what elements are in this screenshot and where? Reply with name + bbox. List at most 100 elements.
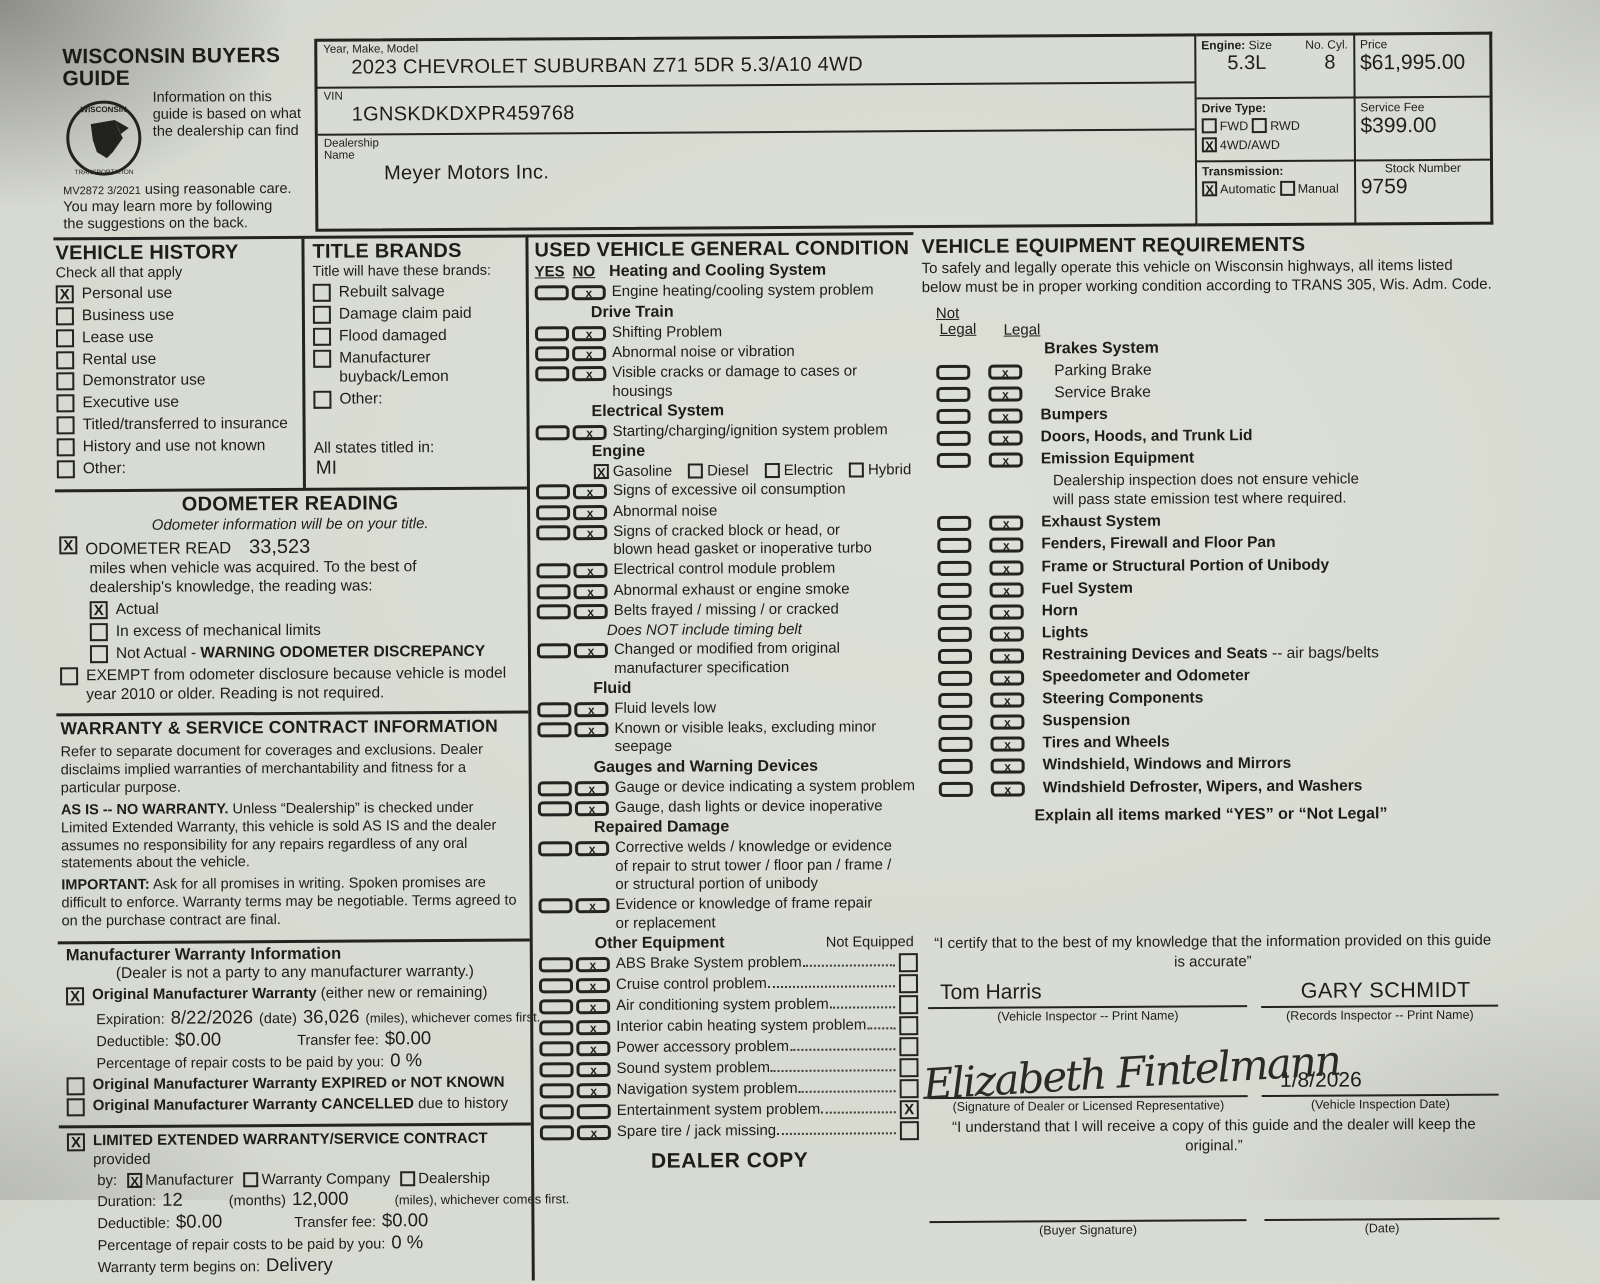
not-legal-checkbox[interactable]	[936, 386, 971, 403]
no-checkbox[interactable]	[576, 998, 611, 1015]
no-checkbox[interactable]	[573, 504, 608, 520]
checkbox[interactable]	[688, 463, 704, 479]
yes-checkbox[interactable]	[534, 325, 570, 342]
no-checkbox[interactable]	[574, 780, 609, 796]
checkbox[interactable]	[89, 623, 108, 642]
no-checkbox[interactable]	[576, 1082, 611, 1099]
yes-checkbox[interactable]	[538, 841, 573, 857]
not-legal-checkbox[interactable]	[938, 781, 973, 797]
legal-checkbox[interactable]	[988, 452, 1023, 468]
not-legal-checkbox[interactable]	[938, 692, 973, 709]
no-checkbox[interactable]	[575, 977, 611, 994]
yes-checkbox[interactable]	[537, 722, 572, 738]
no-checkbox[interactable]	[576, 1061, 611, 1078]
no-checkbox[interactable]	[576, 1103, 611, 1120]
no-checkbox[interactable]	[574, 701, 609, 718]
yes-checkbox[interactable]	[534, 285, 569, 301]
yes-checkbox[interactable]	[536, 563, 571, 579]
no-checkbox[interactable]	[573, 524, 608, 541]
not-equipped-checkbox[interactable]	[899, 994, 919, 1015]
not-legal-checkbox[interactable]	[936, 453, 971, 469]
not-legal-checkbox[interactable]	[937, 648, 973, 664]
yes-checkbox[interactable]	[539, 1020, 574, 1036]
checkbox[interactable]	[312, 305, 331, 324]
not-equipped-checkbox[interactable]	[899, 1036, 919, 1057]
no-checkbox[interactable]	[573, 583, 608, 599]
not-legal-checkbox[interactable]	[938, 715, 973, 731]
yes-checkbox[interactable]	[539, 1104, 574, 1120]
no-checkbox[interactable]	[572, 424, 607, 441]
checkbox[interactable]	[56, 372, 75, 391]
buyer-date-field[interactable]: (Date)	[1264, 1216, 1500, 1237]
legal-checkbox[interactable]	[989, 648, 1025, 664]
buyer-signature-field[interactable]: (Buyer Signature)	[929, 1217, 1247, 1239]
yes-checkbox[interactable]	[539, 999, 574, 1015]
no-checkbox[interactable]	[576, 1040, 611, 1057]
legal-checkbox[interactable]	[989, 604, 1024, 620]
not-equipped-checkbox[interactable]	[899, 1120, 919, 1141]
no-checkbox[interactable]	[572, 484, 608, 500]
not-equipped-checkbox[interactable]	[899, 1099, 919, 1120]
not-legal-checkbox[interactable]	[937, 538, 972, 554]
checkbox[interactable]	[848, 462, 864, 478]
yes-checkbox[interactable]	[535, 484, 571, 500]
checkbox[interactable]	[1201, 118, 1217, 134]
legal-checkbox[interactable]	[989, 515, 1024, 532]
checkbox[interactable]	[56, 416, 75, 435]
not-legal-checkbox[interactable]	[936, 408, 971, 425]
not-legal-checkbox[interactable]	[937, 516, 972, 532]
yes-checkbox[interactable]	[536, 643, 572, 659]
checkbox[interactable]	[55, 307, 74, 326]
yes-checkbox[interactable]	[535, 425, 570, 441]
dealer-signature-field[interactable]: Elizabeth Fintelmann (Signature of Deale…	[921, 1036, 1341, 1115]
yes-checkbox[interactable]	[536, 583, 571, 600]
legal-checkbox[interactable]	[990, 692, 1025, 708]
not-legal-checkbox[interactable]	[938, 737, 973, 753]
checkbox[interactable]	[593, 464, 609, 480]
no-checkbox[interactable]	[574, 722, 609, 738]
checkbox[interactable]	[312, 283, 331, 302]
legal-checkbox[interactable]	[988, 430, 1023, 446]
not-equipped-checkbox[interactable]	[899, 1078, 919, 1099]
yes-checkbox[interactable]	[539, 1041, 574, 1057]
ext-warranty-checkbox[interactable]	[66, 1133, 86, 1152]
no-checkbox[interactable]	[576, 1019, 611, 1036]
checkbox[interactable]	[400, 1171, 416, 1187]
not-legal-checkbox[interactable]	[936, 431, 971, 447]
checkbox[interactable]	[1279, 181, 1295, 197]
legal-checkbox[interactable]	[990, 714, 1025, 730]
yes-checkbox[interactable]	[535, 346, 570, 362]
no-checkbox[interactable]	[572, 366, 607, 382]
not-legal-checkbox[interactable]	[937, 604, 972, 620]
yes-checkbox[interactable]	[537, 702, 572, 718]
no-checkbox[interactable]	[575, 956, 610, 973]
not-equipped-checkbox[interactable]	[899, 1057, 919, 1078]
yes-checkbox[interactable]	[536, 504, 571, 520]
checkbox[interactable]	[55, 285, 74, 304]
mw-expired-checkbox[interactable]	[66, 1077, 85, 1096]
no-checkbox[interactable]	[576, 1124, 611, 1141]
not-legal-checkbox[interactable]	[937, 560, 972, 576]
legal-checkbox[interactable]	[989, 560, 1024, 576]
not-legal-checkbox[interactable]	[938, 759, 973, 775]
checkbox[interactable]	[56, 394, 75, 413]
checkbox[interactable]	[89, 644, 109, 664]
legal-checkbox[interactable]	[989, 626, 1024, 642]
yes-checkbox[interactable]	[537, 781, 572, 797]
yes-checkbox[interactable]	[538, 957, 573, 973]
no-checkbox[interactable]	[575, 841, 610, 857]
legal-checkbox[interactable]	[990, 758, 1025, 775]
legal-checkbox[interactable]	[988, 364, 1023, 380]
yes-checkbox[interactable]	[538, 898, 573, 914]
legal-checkbox[interactable]	[988, 408, 1023, 424]
checkbox[interactable]	[313, 349, 332, 368]
legal-checkbox[interactable]	[990, 736, 1025, 753]
no-checkbox[interactable]	[573, 643, 609, 659]
legal-checkbox[interactable]	[990, 780, 1025, 797]
checkbox[interactable]	[1201, 137, 1217, 153]
legal-checkbox[interactable]	[990, 670, 1025, 686]
checkbox[interactable]	[313, 390, 332, 409]
yes-checkbox[interactable]	[537, 801, 572, 817]
checkbox[interactable]	[764, 463, 780, 479]
not-equipped-checkbox[interactable]	[898, 973, 919, 994]
